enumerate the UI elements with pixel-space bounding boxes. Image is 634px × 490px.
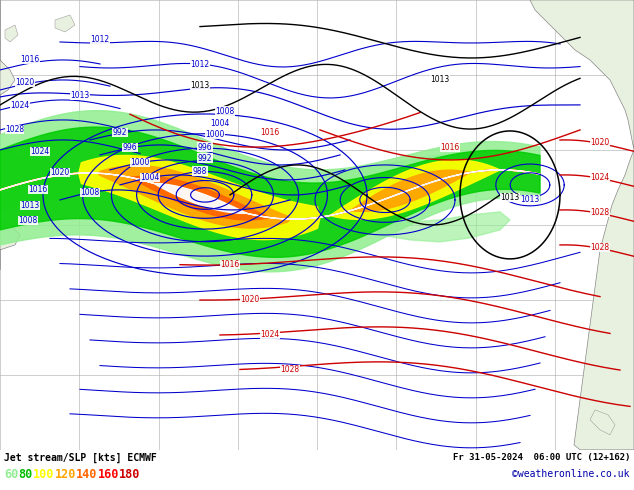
Polygon shape bbox=[55, 15, 75, 32]
Text: 988: 988 bbox=[193, 167, 207, 176]
Text: 1013: 1013 bbox=[500, 193, 520, 202]
Text: 1020: 1020 bbox=[240, 295, 260, 304]
Polygon shape bbox=[0, 170, 540, 219]
Text: 1012: 1012 bbox=[190, 60, 210, 69]
Polygon shape bbox=[330, 160, 500, 220]
Text: 160: 160 bbox=[98, 468, 119, 481]
Polygon shape bbox=[0, 127, 540, 257]
Text: 1013: 1013 bbox=[521, 195, 540, 204]
Text: 1008: 1008 bbox=[81, 188, 100, 197]
Text: 120: 120 bbox=[55, 468, 76, 481]
Text: 1016: 1016 bbox=[20, 55, 39, 64]
Text: 1028: 1028 bbox=[5, 125, 24, 134]
Text: 80: 80 bbox=[18, 468, 33, 481]
Text: 1020: 1020 bbox=[590, 138, 610, 147]
Text: 1000: 1000 bbox=[205, 130, 224, 139]
Polygon shape bbox=[590, 410, 615, 435]
Text: 1016: 1016 bbox=[441, 143, 460, 152]
Polygon shape bbox=[350, 170, 470, 211]
Text: Jet stream/SLP [kts] ECMWF: Jet stream/SLP [kts] ECMWF bbox=[4, 453, 157, 463]
Polygon shape bbox=[0, 178, 100, 210]
Text: 1000: 1000 bbox=[131, 158, 150, 167]
Text: 1016: 1016 bbox=[261, 128, 280, 137]
Polygon shape bbox=[0, 170, 540, 220]
Text: 992: 992 bbox=[198, 153, 212, 163]
Text: 996: 996 bbox=[123, 143, 138, 152]
Text: 1024: 1024 bbox=[590, 173, 610, 182]
Text: 1013: 1013 bbox=[430, 75, 450, 84]
Text: 1013: 1013 bbox=[70, 91, 89, 100]
Text: 1016: 1016 bbox=[28, 185, 48, 194]
Text: 1024: 1024 bbox=[30, 147, 49, 156]
Text: 60: 60 bbox=[4, 468, 18, 481]
Polygon shape bbox=[340, 152, 510, 188]
Text: 1013: 1013 bbox=[20, 201, 39, 210]
Text: 100: 100 bbox=[33, 468, 55, 481]
Polygon shape bbox=[530, 0, 634, 150]
Text: 1024: 1024 bbox=[10, 101, 29, 110]
Text: 1028: 1028 bbox=[590, 243, 609, 252]
Polygon shape bbox=[0, 111, 540, 272]
Polygon shape bbox=[574, 150, 634, 450]
Polygon shape bbox=[0, 155, 540, 240]
Text: 1028: 1028 bbox=[590, 208, 609, 217]
Text: 1012: 1012 bbox=[91, 35, 110, 44]
Text: 1020: 1020 bbox=[15, 78, 34, 87]
Polygon shape bbox=[5, 25, 18, 42]
Text: 1008: 1008 bbox=[216, 107, 235, 116]
Text: ©weatheronline.co.uk: ©weatheronline.co.uk bbox=[512, 469, 630, 479]
Text: 1004: 1004 bbox=[140, 173, 160, 182]
Text: 1004: 1004 bbox=[210, 119, 230, 128]
Text: 1020: 1020 bbox=[50, 168, 69, 177]
Polygon shape bbox=[0, 0, 30, 270]
Text: 180: 180 bbox=[119, 468, 140, 481]
Text: 1013: 1013 bbox=[190, 81, 210, 90]
Text: 1028: 1028 bbox=[280, 365, 299, 374]
Text: 140: 140 bbox=[76, 468, 98, 481]
Polygon shape bbox=[0, 166, 540, 228]
Polygon shape bbox=[375, 212, 510, 242]
Polygon shape bbox=[20, 140, 55, 202]
Text: 1024: 1024 bbox=[261, 330, 280, 339]
Text: 996: 996 bbox=[198, 143, 212, 151]
Text: 992: 992 bbox=[113, 128, 127, 137]
Text: 1008: 1008 bbox=[18, 216, 37, 225]
Text: Fr 31-05-2024  06:00 UTC (12+162): Fr 31-05-2024 06:00 UTC (12+162) bbox=[453, 453, 630, 462]
Text: 1016: 1016 bbox=[221, 260, 240, 269]
